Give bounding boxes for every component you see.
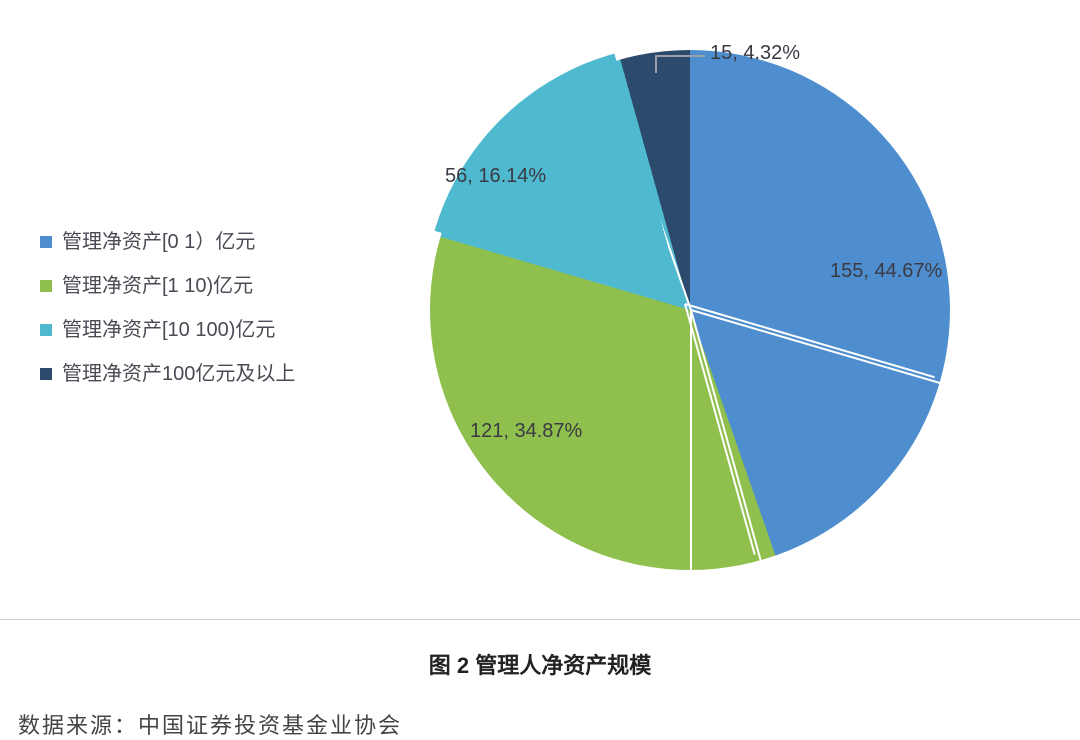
legend-swatch-icon — [40, 280, 52, 292]
pie-data-label: 121, 34.87% — [470, 420, 582, 443]
leader-line — [655, 55, 657, 73]
data-source: 数据来源：中国证券投资基金业协会 — [18, 708, 1080, 740]
chart-area: 管理净资产[0 1）亿元 管理净资产[1 10)亿元 管理净资产[10 100)… — [0, 0, 1080, 620]
pie-chart — [430, 50, 950, 570]
leader-line — [655, 55, 705, 57]
legend-item: 管理净资产100亿元及以上 — [40, 352, 295, 396]
source-text: 中国证券投资基金业协会 — [138, 713, 402, 738]
legend-label: 管理净资产100亿元及以上 — [62, 352, 295, 396]
pie-data-label: 15, 4.32% — [710, 42, 800, 65]
legend: 管理净资产[0 1）亿元 管理净资产[1 10)亿元 管理净资产[10 100)… — [40, 220, 295, 396]
legend-label: 管理净资产[1 10)亿元 — [62, 264, 253, 308]
source-prefix: 数据来源： — [18, 713, 138, 738]
legend-label: 管理净资产[0 1）亿元 — [62, 220, 255, 264]
pie-data-label: 56, 16.14% — [445, 165, 546, 188]
pie-slice-exploded — [424, 44, 944, 564]
legend-swatch-icon — [40, 368, 52, 380]
legend-swatch-icon — [40, 236, 52, 248]
legend-label: 管理净资产[10 100)亿元 — [62, 308, 275, 352]
legend-item: 管理净资产[1 10)亿元 — [40, 264, 295, 308]
legend-item: 管理净资产[10 100)亿元 — [40, 308, 295, 352]
legend-swatch-icon — [40, 324, 52, 336]
figure-caption: 图 2 管理人净资产规模 — [0, 648, 1080, 680]
legend-item: 管理净资产[0 1）亿元 — [40, 220, 295, 264]
pie-data-label: 155, 44.67% — [830, 260, 942, 283]
